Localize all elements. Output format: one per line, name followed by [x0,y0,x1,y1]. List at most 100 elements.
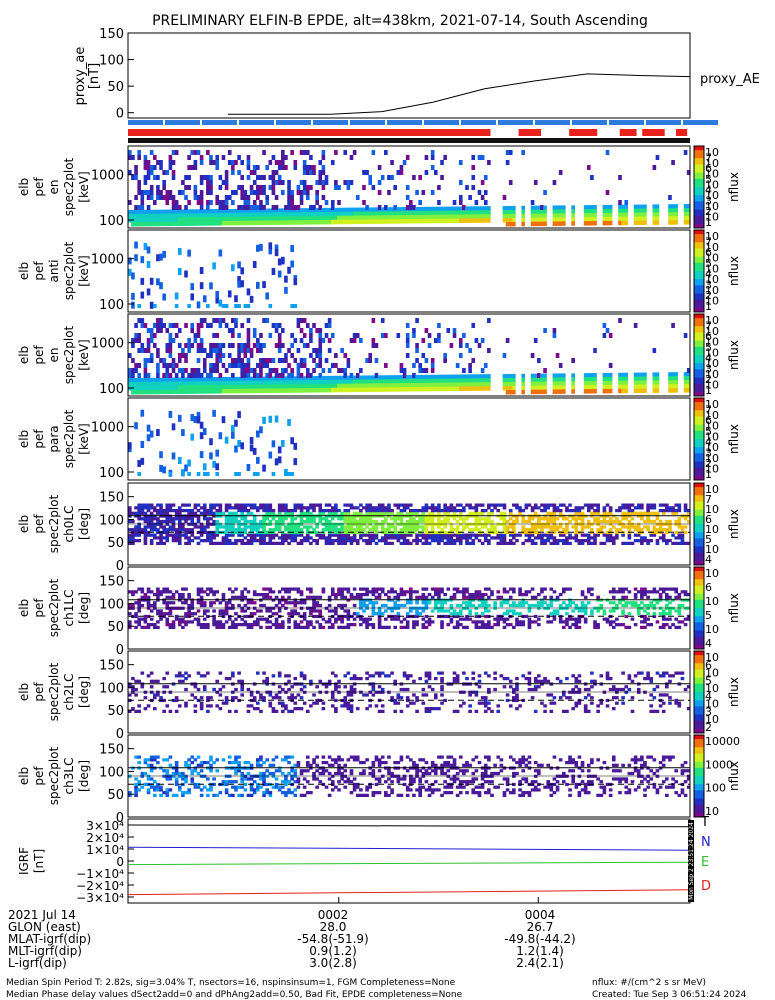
pitch-cell [471,539,476,543]
pitch-cell [330,506,335,510]
spectro-cell [174,323,179,328]
colorbar-cell [694,344,704,348]
spectro-cell [362,185,366,190]
spectro-cell [405,155,410,160]
spectro-cell [349,155,354,160]
spectro-cell [652,220,657,225]
spectro-cell [371,383,376,388]
pitch-cell [452,506,457,510]
colorbar-cell [694,371,704,374]
spectro-cell [146,170,151,175]
spectro-cell [237,304,241,308]
pitch-cell [184,528,188,532]
pitch-cell [412,519,416,524]
colorbar-tick-label: 6 [705,246,712,259]
spectro-cell [368,375,373,380]
colorbar-cell [694,182,704,186]
pitch-cell [240,623,245,627]
spectro-cell [181,381,185,386]
spectro-cell [224,436,229,444]
spectro-cell [458,382,463,387]
spectro-cell [668,388,672,393]
spectro-cell [477,190,482,195]
spectro-cell [287,376,291,381]
spectro-cell [212,409,216,417]
colorbar-tick-label: 7 [705,235,712,248]
pitch-cell [524,533,529,537]
pitch-cell [502,503,507,507]
spectro-cell [152,221,157,227]
spectro-cell [655,220,660,225]
pitch-cell [140,625,145,629]
pitch-cell [677,541,682,545]
spectro-cell [346,387,351,393]
spectro-cell [159,221,163,227]
pitch-cell [487,503,491,507]
pitch-cell [177,623,182,627]
spectro-cell [190,221,195,226]
panel-ylabel: elb [17,178,31,196]
pitch-cell [290,517,294,521]
pitch-cell [231,511,235,515]
pitch-cell [452,541,457,545]
pitch-cell [187,612,191,616]
pitch-cell [240,609,245,613]
spectro-cell [487,386,491,391]
spectro-cell [671,204,675,209]
pitch-cell [134,601,138,605]
pitch-cell [181,528,185,532]
spectro-cell [199,160,204,165]
pitch-cell [552,536,557,540]
spectro-cell [190,389,195,394]
spectro-cell [640,212,644,218]
spectro-cell [237,376,241,382]
colorbar-cell [694,215,704,219]
pitch-cell [674,541,679,545]
pitch-cell [480,503,485,507]
pitch-cell [252,601,257,605]
spectro-cell [590,209,594,214]
spectro-cell [131,175,135,180]
pitch-cell [462,506,466,510]
pitch-cell [334,511,338,515]
pitch-cell [293,603,298,608]
pitch-cell [508,508,513,513]
spectro-cell [671,208,675,213]
spectro-cell [237,205,241,210]
pitch-cell [446,519,451,524]
spectro-cell [196,150,201,155]
spectro-cell [652,204,657,209]
pitch-cell [387,511,391,515]
pitch-cell [146,603,151,608]
spectro-cell [621,212,625,218]
spectro-cell [302,165,307,170]
spectro-cell [384,387,388,392]
pitch-cell [433,506,438,510]
spectro-cell [468,382,472,387]
spectro-cell [187,185,191,190]
spectro-cell [240,205,245,210]
pitch-cell [671,541,675,545]
spectro-cell [586,205,591,210]
spectro-cell [134,389,138,395]
pitch-cell [418,517,422,521]
pitch-cell [674,536,679,540]
pitch-cell [149,503,154,507]
spectro-cell [168,213,173,219]
spectro-cell [134,422,138,430]
spectro-cell [418,368,422,373]
pitch-cell [162,508,166,513]
colorbar-cell [694,326,704,329]
spectro-cell [412,175,416,180]
pitch-cell [661,503,666,507]
pitch-cell [206,623,210,627]
spectro-cell [346,383,351,389]
spectro-cell [137,185,141,190]
pitch-cell [574,539,579,543]
pitch-cell [355,614,360,619]
pitch-cell [359,536,363,540]
pitch-cell [636,506,641,510]
pitch-cell [212,609,216,613]
spectro-cell [296,348,301,353]
spectro-cell [540,381,544,387]
